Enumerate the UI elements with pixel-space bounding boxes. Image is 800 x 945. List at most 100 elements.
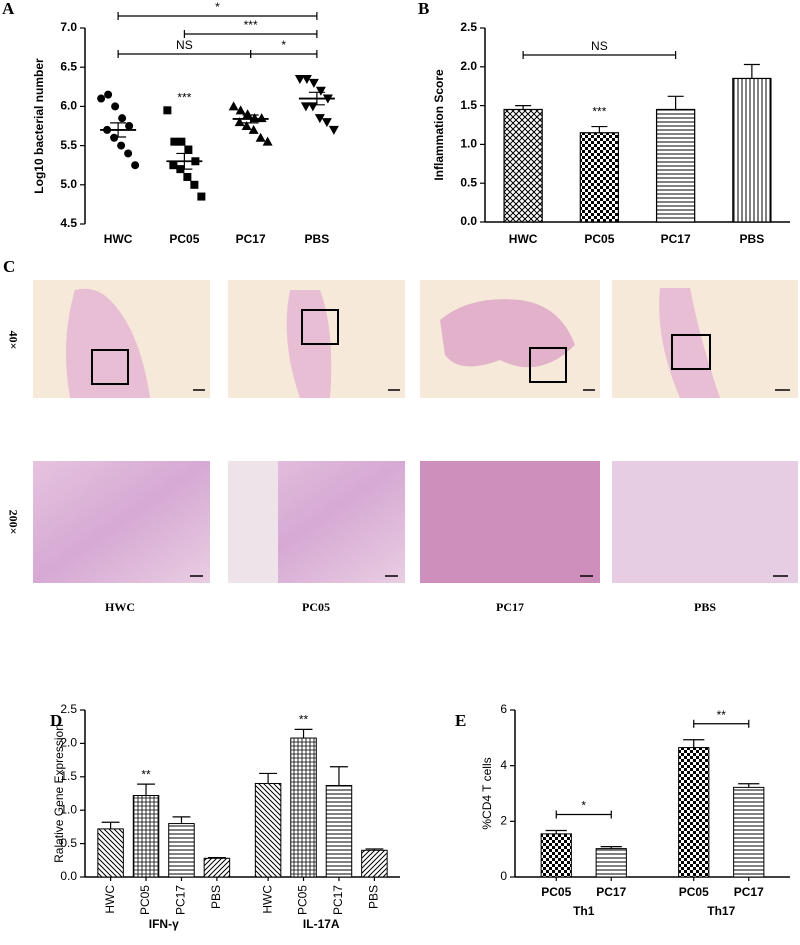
histology-images xyxy=(33,280,798,583)
point xyxy=(177,137,186,146)
point xyxy=(118,114,127,123)
point xyxy=(308,78,319,88)
point xyxy=(328,125,339,135)
y-tick-label: 0.0 xyxy=(460,214,477,228)
x-tick-label: PC05 xyxy=(584,232,614,246)
zoom-box xyxy=(529,347,567,383)
x-tick-label: PC05 xyxy=(138,885,152,915)
y-tick-label: 0.5 xyxy=(460,175,477,189)
bar xyxy=(678,747,710,878)
x-tick-label: HWC xyxy=(104,232,133,246)
point xyxy=(111,102,120,111)
point xyxy=(110,133,119,142)
y-tick-label: 2.5 xyxy=(460,20,477,34)
x-tick-label: PC05 xyxy=(679,885,709,899)
significance-label: *** xyxy=(244,18,258,32)
panel-letter: D xyxy=(50,711,62,730)
tissue xyxy=(659,288,720,398)
bar xyxy=(503,108,543,223)
x-tick-label: PBS xyxy=(367,885,381,909)
y-tick-label: 2.0 xyxy=(460,59,477,73)
point xyxy=(262,136,273,146)
y-tick-label: 6 xyxy=(500,702,507,716)
panel-letter: E xyxy=(455,711,466,730)
point xyxy=(184,145,193,154)
point xyxy=(300,102,311,112)
y-tick-label: 5.0 xyxy=(60,177,77,191)
bar xyxy=(595,848,627,878)
y-tick-label: 2 xyxy=(500,814,507,828)
bar xyxy=(254,782,282,878)
bar xyxy=(132,795,160,878)
y-tick-label: 1.0 xyxy=(60,802,77,816)
tissue xyxy=(440,299,575,368)
y-tick-label: 1.0 xyxy=(460,137,477,151)
x-tick-label: PC05 xyxy=(169,232,199,246)
bar xyxy=(325,784,353,878)
x-tick-label: PC05 xyxy=(296,885,310,915)
x-tick-label: HWC xyxy=(103,885,117,914)
column-label: PC17 xyxy=(496,600,524,614)
y-tick-label: 6.5 xyxy=(60,59,77,73)
x-tick-label: PC17 xyxy=(236,232,266,246)
point xyxy=(117,141,126,150)
point xyxy=(248,124,259,134)
point xyxy=(294,74,305,84)
point xyxy=(234,117,245,127)
x-tick-label: HWC xyxy=(509,232,538,246)
point xyxy=(301,74,312,84)
significance-label: *** xyxy=(177,90,191,104)
bar xyxy=(655,108,696,223)
x-tick-label: PC17 xyxy=(596,885,626,899)
y-tick-label: 0.0 xyxy=(60,869,77,883)
point xyxy=(124,149,133,158)
point xyxy=(183,172,192,181)
group-label: Th17 xyxy=(707,904,735,918)
tissue-pale xyxy=(228,461,278,583)
significance-label: NS xyxy=(591,39,608,53)
row-label: 200× xyxy=(6,510,20,535)
point xyxy=(249,113,260,123)
x-tick-label: PC17 xyxy=(661,232,691,246)
significance-label: ** xyxy=(299,713,309,727)
y-tick-label: 1.5 xyxy=(60,769,77,783)
zoom-box xyxy=(671,334,711,370)
y-tick-label: 0.5 xyxy=(60,836,77,850)
y-tick-label: 7.0 xyxy=(60,20,77,34)
point xyxy=(125,122,134,130)
y-axis-label: Log10 bacterial number xyxy=(32,58,46,194)
x-tick-label: PBS xyxy=(305,232,330,246)
y-tick-label: 4.5 xyxy=(60,216,77,230)
y-tick-label: 6.0 xyxy=(60,99,77,113)
point xyxy=(256,113,267,123)
group-label: IFN-γ xyxy=(149,917,179,931)
x-tick-label: PC17 xyxy=(174,885,188,915)
column-label: HWC xyxy=(105,600,135,614)
y-tick-label: 2.5 xyxy=(60,702,77,716)
bar xyxy=(361,849,388,878)
point xyxy=(241,121,252,130)
x-tick-label: HWC xyxy=(260,885,274,914)
point xyxy=(97,94,106,103)
point xyxy=(163,106,172,115)
group-label: IL-17A xyxy=(303,917,340,931)
point xyxy=(314,114,325,124)
significance-label: *** xyxy=(592,105,606,119)
x-tick-label: PC05 xyxy=(541,885,571,899)
column-label: PBS xyxy=(694,600,716,614)
bar xyxy=(97,828,124,878)
y-axis-label: Ralative Gene Expression xyxy=(52,724,66,863)
bar xyxy=(732,77,772,223)
group-label: Th1 xyxy=(573,904,595,918)
point xyxy=(104,90,113,99)
significance-label: ** xyxy=(141,767,151,781)
significance-label: * xyxy=(215,0,220,14)
image-200x-pc17 xyxy=(420,461,600,583)
y-tick-label: 1.5 xyxy=(460,98,477,112)
point xyxy=(170,137,179,146)
point xyxy=(321,118,332,128)
point xyxy=(228,101,239,111)
y-tick-label: 4 xyxy=(500,758,507,772)
y-tick-label: 2.0 xyxy=(60,736,77,750)
image-200x-pbs xyxy=(612,461,798,583)
